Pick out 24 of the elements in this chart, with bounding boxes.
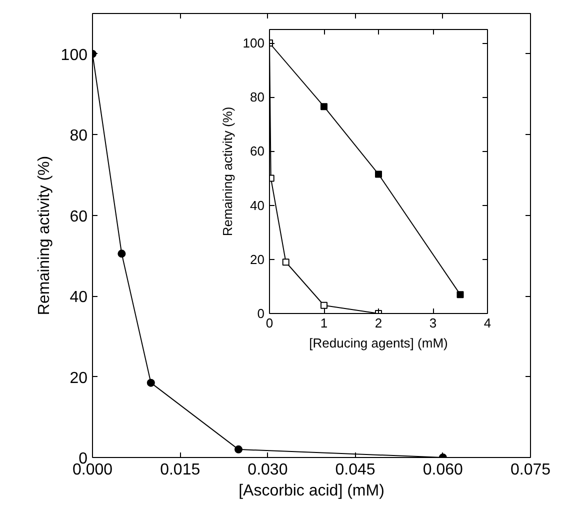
y-axis-title: Remaining activity (%) — [220, 106, 235, 236]
x-tick-label: 0.060 — [422, 462, 464, 478]
y-axis-title: Remaining activity (%) — [36, 156, 53, 316]
x-tick-label: 4 — [484, 316, 492, 330]
y-tick-label: 20 — [250, 252, 265, 267]
x-axis-title: [Ascorbic acid] (mM) — [238, 482, 384, 500]
x-tick-label: 0.015 — [160, 462, 200, 478]
y-tick-label: 20 — [70, 370, 88, 387]
y-tick-label: 0 — [257, 306, 265, 321]
y-tick-label: 60 — [70, 208, 88, 226]
y-tick-label: 40 — [250, 198, 265, 213]
y-tick-label: 100 — [60, 46, 88, 64]
y-tick-label: 100 — [242, 36, 265, 51]
x-tick-label: 1 — [320, 316, 328, 330]
y-tick-label: 80 — [70, 128, 88, 145]
x-tick-label: 0.045 — [335, 462, 376, 478]
x-tick-label: 2 — [374, 316, 382, 330]
y-tick-label: 60 — [250, 144, 265, 159]
x-axis-title: [Reducing agents] (mM) — [309, 336, 448, 350]
x-tick-label: 0.075 — [510, 462, 551, 478]
x-tick-label: 3 — [429, 316, 437, 330]
x-tick-label: 0.030 — [248, 462, 288, 478]
y-tick-label: 40 — [70, 289, 88, 306]
y-tick-label: 80 — [250, 90, 265, 105]
